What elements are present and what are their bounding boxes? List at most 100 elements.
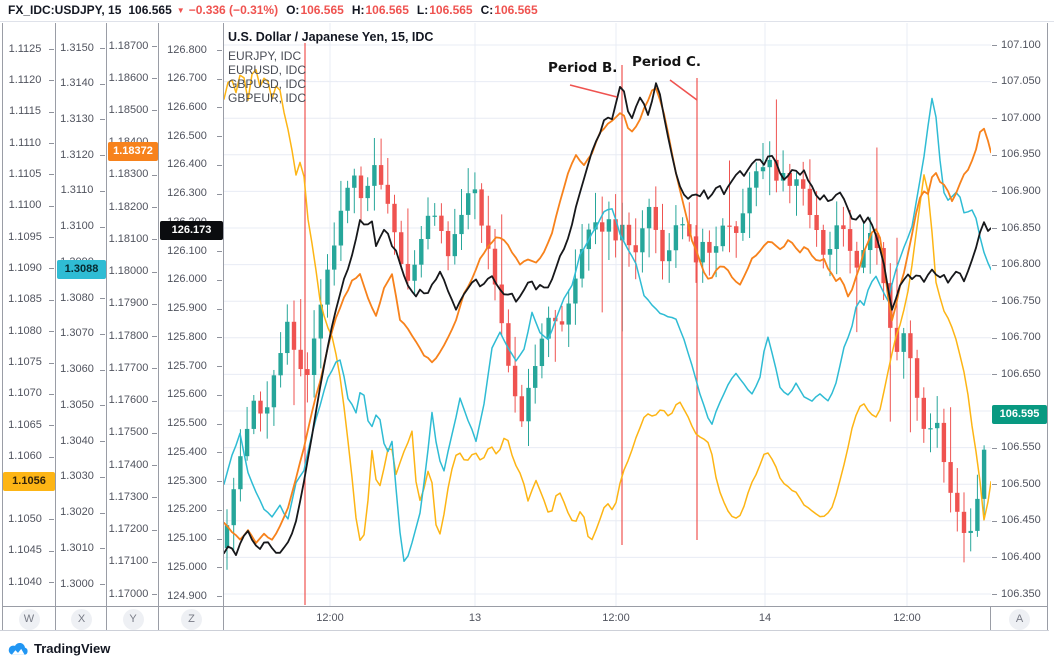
grid xyxy=(224,23,991,606)
axis-tick-mark xyxy=(217,107,222,109)
price-label-eurusd: 1.1056 xyxy=(3,472,55,492)
axis-tick-label: 1.3020 xyxy=(60,506,94,519)
price-scale-usdjpy[interactable]: 107.100 107.050 107.000 106.950 106.900 106.8… xyxy=(991,23,1048,606)
annotation-pointer-lines xyxy=(569,79,698,101)
axis-tick-label: 106.550 xyxy=(1001,441,1041,454)
line-eurusd xyxy=(224,68,991,542)
axis-tick-mark xyxy=(49,425,54,427)
axis-tick-mark xyxy=(100,369,105,371)
chart-pane[interactable] xyxy=(224,23,991,606)
axis-tick-mark xyxy=(992,447,997,449)
axis-tick-mark xyxy=(217,394,222,396)
axis-tick-label: 1.1060 xyxy=(8,450,42,463)
axis-tick-label: 107.100 xyxy=(1001,38,1041,51)
price-scale-gbpusd[interactable]: 1.3150 1.3140 1.3130 1.3120 1.3110 1.3100 1.30… xyxy=(56,23,107,606)
axis-tick-mark xyxy=(992,228,997,229)
axis-tick-label: 1.3040 xyxy=(60,434,94,447)
axis-tick-label: 126.100 xyxy=(167,244,207,257)
axis-tick-label: 106.450 xyxy=(1001,514,1041,527)
axis-tick-mark xyxy=(217,308,222,310)
axis-tick-label: 126.700 xyxy=(167,72,207,85)
high-label: H: xyxy=(351,3,365,17)
axis-tick-label: 125.100 xyxy=(167,532,207,545)
scale-chip-a[interactable]: A xyxy=(1009,609,1030,630)
time-label: 14 xyxy=(758,612,772,624)
line-gbpeur xyxy=(224,87,991,544)
axis-tick-label: 1.3080 xyxy=(60,291,94,304)
axis-tick-label: 1.1045 xyxy=(8,544,42,557)
axis-tick-mark xyxy=(992,337,997,339)
axis-tick-label: 125.800 xyxy=(167,330,207,343)
axis-tick-mark xyxy=(217,136,222,138)
axis-tick-mark xyxy=(217,509,222,511)
scale-chip-y[interactable]: Y xyxy=(122,609,144,630)
line-eurjpy xyxy=(224,82,991,556)
axis-tick-mark xyxy=(152,174,157,176)
axis-tick-mark xyxy=(217,193,222,195)
event-marker-lines xyxy=(304,43,698,605)
axis-tick-mark xyxy=(217,452,222,454)
axis-tick-mark xyxy=(100,512,105,514)
axis-tick-mark xyxy=(152,529,157,531)
axis-tick-label: 1.3130 xyxy=(60,112,94,125)
axis-tick-label: 126.800 xyxy=(167,43,207,56)
time-label: 12:00 xyxy=(893,612,921,624)
axis-tick-label: 125.700 xyxy=(167,359,207,372)
axis-tick-label: 1.3140 xyxy=(60,77,94,90)
axis-tick-label: 106.650 xyxy=(1001,367,1041,380)
price-scale-eurjpy[interactable]: 126.800 126.700 126.600 126.500 126.400 126.3… xyxy=(159,23,224,606)
axis-tick-label: 1.1075 xyxy=(8,356,42,369)
scale-chip-w[interactable]: W xyxy=(18,609,40,630)
chart-plot-area xyxy=(224,23,991,606)
axis-tick-label: 106.800 xyxy=(1001,258,1041,271)
axis-tick-mark xyxy=(49,80,54,82)
symbol-title[interactable]: FX_IDC:USDJPY, 15 xyxy=(8,3,122,17)
axis-tick-mark xyxy=(992,118,997,120)
axis-tick-label: 1.3060 xyxy=(60,363,94,376)
time-label: 13 xyxy=(468,612,482,624)
axis-tick-label: 106.400 xyxy=(1001,550,1041,563)
axis-tick-mark xyxy=(49,49,54,50)
price-scale-eurusd[interactable]: 1.1125 1.1120 1.1115 1.1110 1.1105 1.1100 1.10… xyxy=(2,23,56,606)
axis-tick-label: 1.3000 xyxy=(60,577,94,590)
axis-tick-mark xyxy=(992,264,997,266)
axis-tick-mark xyxy=(152,594,157,595)
axis-tick-mark xyxy=(992,45,997,46)
tradingview-logo[interactable]: TradingView xyxy=(7,641,110,656)
axis-tick-label: 1.18200 xyxy=(108,200,149,213)
axis-tick-label: 1.17600 xyxy=(108,394,149,407)
annotation-period-b[interactable]: Period B. xyxy=(548,60,618,76)
axis-tick-mark xyxy=(100,190,105,192)
axis-tick-mark xyxy=(152,400,157,402)
axis-tick-mark xyxy=(152,336,157,338)
axis-tick-mark xyxy=(152,303,157,305)
axis-tick-label: 107.050 xyxy=(1001,75,1041,88)
scale-chip-z[interactable]: Z xyxy=(181,609,202,630)
axis-tick-mark xyxy=(49,550,54,552)
scale-chip-x[interactable]: X xyxy=(71,609,92,630)
axis-tick-mark xyxy=(100,298,105,300)
close-label: C: xyxy=(480,3,494,17)
time-axis[interactable] xyxy=(224,606,991,630)
axis-tick-label: 1.1050 xyxy=(8,512,42,525)
axis-tick-mark xyxy=(49,331,54,333)
price-scale-gbpeur[interactable]: 1.187001.186001.185001.184001.183001.182… xyxy=(107,23,159,606)
axis-tick-label: 126.300 xyxy=(167,187,207,200)
axis-tick-label: 125.900 xyxy=(167,302,207,315)
axis-tick-mark xyxy=(152,561,157,563)
axis-tick-mark xyxy=(152,497,157,499)
axis-tick-label: 125.600 xyxy=(167,388,207,401)
open-label: O: xyxy=(286,3,300,17)
axis-tick-mark xyxy=(992,301,997,303)
axis-tick-mark xyxy=(992,154,997,156)
axis-tick-label: 1.1085 xyxy=(8,293,42,306)
price-label-usdjpy: 106.595 xyxy=(992,405,1047,425)
axis-tick-label: 1.17900 xyxy=(108,297,149,310)
axis-tick-mark xyxy=(100,155,105,157)
tradingview-cloud-icon xyxy=(8,642,28,655)
high-value: 106.565 xyxy=(365,3,409,17)
axis-tick-mark xyxy=(152,110,157,112)
axis-tick-mark xyxy=(100,226,105,228)
annotation-period-c[interactable]: Period C. xyxy=(632,54,702,70)
